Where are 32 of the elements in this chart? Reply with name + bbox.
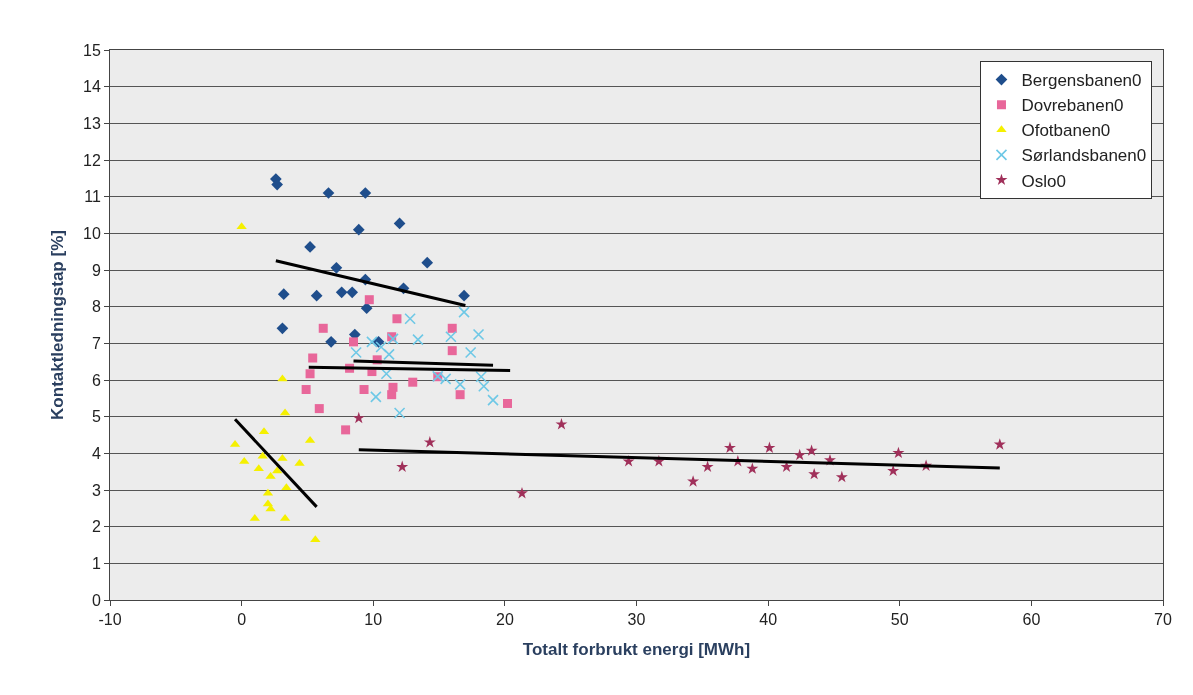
y-tick-label: 10 [83,224,101,242]
y-tick-label: 1 [91,554,101,572]
y-tick-label: 3 [91,481,101,499]
y-tick-label: 0 [91,591,101,609]
x-tick-label: 60 [1022,611,1041,629]
y-tick-label: 14 [83,78,101,96]
y-tick-label: 8 [91,298,101,316]
y-tick-label: 4 [91,444,101,462]
legend-label: Ofotbanen0 [1021,121,1111,141]
x-tick-label: 20 [495,611,514,629]
x-tick-label: 0 [237,611,247,629]
x-tick-label: 40 [759,611,778,629]
x-tick-label: 50 [890,611,909,629]
x-tick-label: 70 [1154,611,1172,629]
x-tick-label: 30 [627,611,646,629]
y-tick-label: 7 [91,334,101,352]
x-axis-title: Totalt forbrukt energi [MWh] [522,639,751,659]
legend-label: Sørlandsbanen0 [1021,146,1147,166]
y-tick-label: 13 [83,114,101,132]
y-tick-label: 11 [84,188,101,206]
y-tick-label: 9 [91,261,101,279]
y-tick-label: 5 [91,408,101,426]
legend-label: Bergensbanen0 [1021,71,1142,91]
legend-label: Oslo0 [1021,171,1066,191]
y-tick-label: 12 [83,151,101,169]
y-tick-label: 6 [91,371,101,389]
x-tick-label: 10 [364,611,383,629]
y-tick-label: 2 [91,518,101,536]
x-tick-label: -10 [98,611,122,629]
legend-label: Dovrebanen0 [1021,96,1124,116]
y-tick-label: 15 [83,41,101,59]
y-axis-title: Kontaktledningstap [%] [47,230,67,420]
